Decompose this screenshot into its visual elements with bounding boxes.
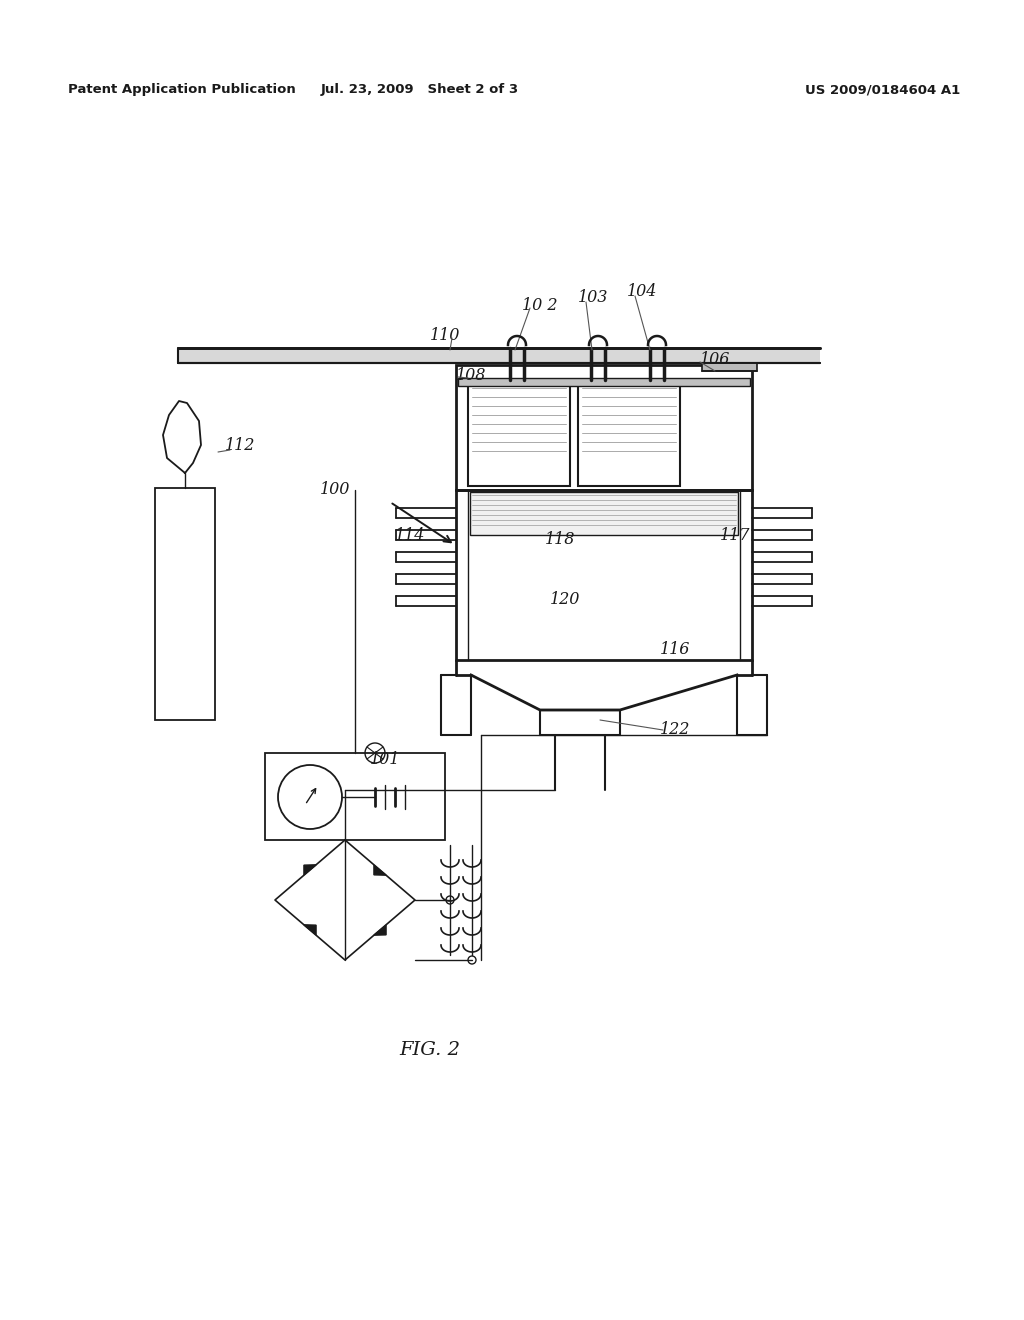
Text: FIG. 2: FIG. 2 xyxy=(399,1041,461,1059)
Text: 101: 101 xyxy=(370,751,400,768)
Bar xyxy=(456,366,752,490)
Text: 118: 118 xyxy=(545,532,575,549)
Text: US 2009/0184604 A1: US 2009/0184604 A1 xyxy=(805,83,961,96)
Bar xyxy=(178,348,820,363)
Bar xyxy=(702,363,757,371)
Text: 112: 112 xyxy=(225,437,255,454)
Text: 10 2: 10 2 xyxy=(522,297,557,314)
Text: 100: 100 xyxy=(319,482,350,499)
Bar xyxy=(470,492,738,535)
Polygon shape xyxy=(163,401,201,473)
Polygon shape xyxy=(374,925,386,935)
Text: 117: 117 xyxy=(720,527,751,544)
Bar xyxy=(578,380,680,486)
Text: 103: 103 xyxy=(578,289,608,306)
Bar xyxy=(456,490,752,660)
Text: 114: 114 xyxy=(395,527,425,544)
Text: 122: 122 xyxy=(660,722,690,738)
Bar xyxy=(540,710,620,735)
Bar xyxy=(265,752,445,840)
Bar xyxy=(155,488,215,719)
Text: 104: 104 xyxy=(627,284,657,301)
Bar xyxy=(458,378,750,385)
Text: 116: 116 xyxy=(660,642,690,659)
Polygon shape xyxy=(304,865,316,875)
Text: Jul. 23, 2009   Sheet 2 of 3: Jul. 23, 2009 Sheet 2 of 3 xyxy=(321,83,519,96)
Bar xyxy=(468,380,570,486)
Text: 110: 110 xyxy=(430,326,461,343)
Text: Patent Application Publication: Patent Application Publication xyxy=(68,83,296,96)
Text: 108: 108 xyxy=(456,367,486,384)
Text: 120: 120 xyxy=(550,591,581,609)
Text: 106: 106 xyxy=(700,351,730,368)
Polygon shape xyxy=(304,925,316,935)
Polygon shape xyxy=(374,865,386,875)
